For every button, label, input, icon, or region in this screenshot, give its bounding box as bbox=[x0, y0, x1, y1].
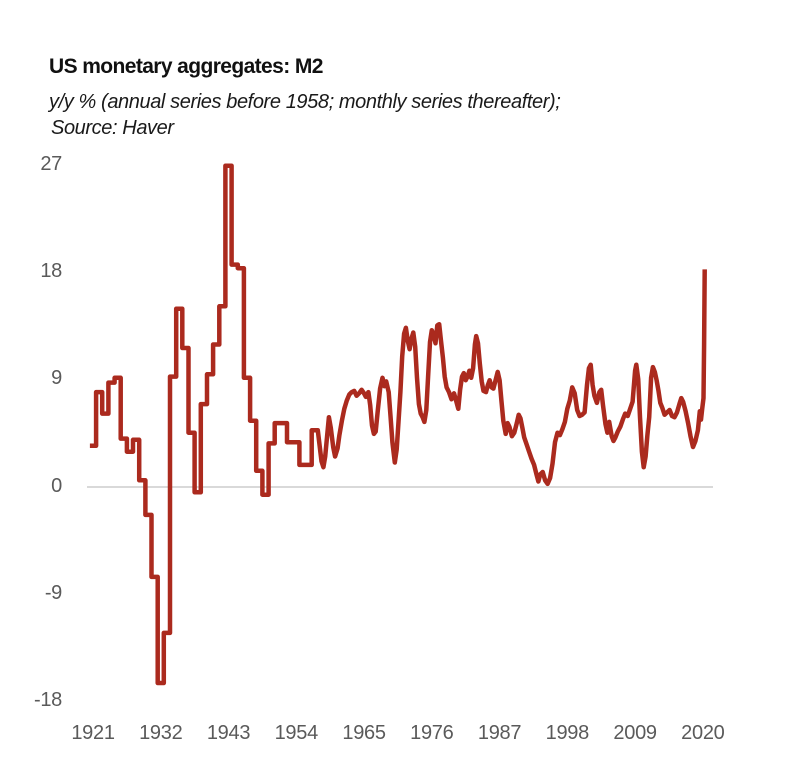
m2-series-line bbox=[89, 163, 707, 686]
chart-subtitle: y/y % (annual series before 1958; monthl… bbox=[49, 91, 561, 113]
x-axis-tick-label: 1976 bbox=[410, 722, 454, 744]
y-axis-tick-label: -9 bbox=[44, 581, 62, 604]
chart-source-note: Source: Haver bbox=[51, 117, 174, 139]
x-axis-tick-label: 1943 bbox=[206, 722, 251, 744]
x-axis-tick-label: 1932 bbox=[139, 722, 183, 744]
y-axis-tick-label: 9 bbox=[51, 367, 62, 390]
zero-gridline bbox=[87, 486, 713, 488]
x-axis-tick-label: 1965 bbox=[342, 722, 386, 744]
x-axis-tick-label: 2009 bbox=[613, 722, 657, 744]
y-axis-tick-label: 27 bbox=[40, 152, 62, 175]
page-title: US monetary aggregates: M2 bbox=[49, 55, 323, 78]
y-axis-tick-label: 0 bbox=[51, 474, 62, 497]
x-axis-tick-label: 1998 bbox=[545, 722, 590, 744]
y-axis-tick-label: 18 bbox=[40, 259, 62, 282]
x-axis-tick-label: 1921 bbox=[71, 722, 115, 744]
x-axis-tick-label: 2020 bbox=[681, 722, 725, 744]
x-axis-tick-label: 1987 bbox=[477, 722, 522, 744]
x-axis-tick-label: 1954 bbox=[274, 722, 319, 744]
y-axis-tick-label: -18 bbox=[33, 689, 62, 712]
